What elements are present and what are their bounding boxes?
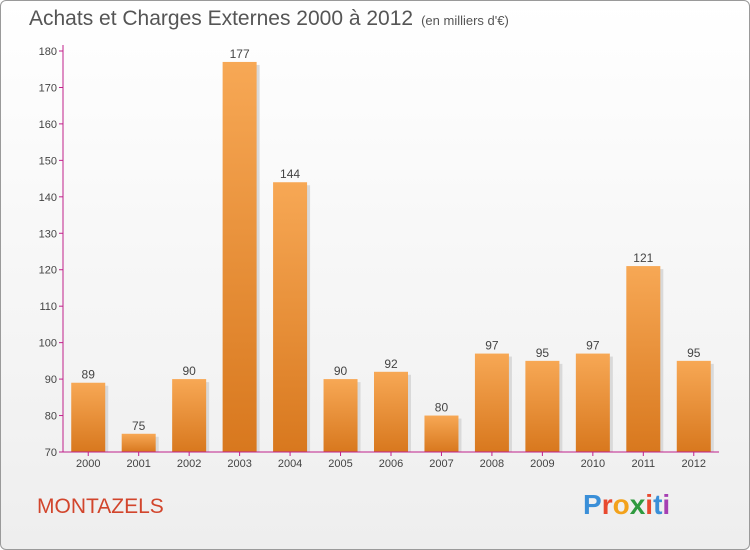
commune-name: MONTAZELS bbox=[37, 495, 164, 518]
axis-layer: 2000 2001 2002 2003 2004 2005 2006 2007 2008 2009… bbox=[39, 45, 719, 470]
x-tick-label: 2008 bbox=[480, 458, 504, 470]
bar-2000 bbox=[71, 382, 106, 452]
logo-letter: x bbox=[629, 489, 646, 520]
y-tick-label: 110 bbox=[39, 301, 57, 313]
y-tick-label: 160 bbox=[39, 119, 57, 131]
chart-title: Achats et Charges Externes 2000 à 2012 (e… bbox=[29, 7, 509, 31]
y-tick-label: 140 bbox=[39, 192, 57, 204]
data-label: 177 bbox=[230, 47, 250, 61]
logo-letter: P bbox=[583, 489, 602, 520]
y-tick-label: 170 bbox=[39, 82, 57, 94]
x-tick-label: 2000 bbox=[76, 458, 100, 470]
data-label: 97 bbox=[485, 339, 499, 353]
data-label: 80 bbox=[435, 401, 449, 415]
y-tick-label: 180 bbox=[39, 46, 57, 58]
logo-letter: o bbox=[612, 489, 630, 520]
x-tick-label: 2003 bbox=[227, 458, 251, 470]
bar-2010 bbox=[575, 353, 610, 452]
x-tick-label: 2012 bbox=[682, 458, 706, 470]
x-tick-label: 2006 bbox=[379, 458, 403, 470]
bar-2005 bbox=[323, 379, 358, 452]
y-tick-label: 120 bbox=[39, 265, 57, 277]
x-tick-label: 2007 bbox=[429, 458, 453, 470]
bar-2011 bbox=[626, 266, 661, 452]
x-tick-label: 2005 bbox=[328, 458, 352, 470]
y-tick-label: 80 bbox=[45, 411, 57, 423]
y-tick-label: 90 bbox=[45, 374, 57, 386]
bar-2007 bbox=[424, 415, 459, 452]
data-label: 97 bbox=[586, 339, 600, 353]
x-tick-label: 2010 bbox=[581, 458, 605, 470]
bar-2006 bbox=[374, 371, 408, 452]
y-tick-label: 130 bbox=[39, 228, 57, 240]
logo-letter: r bbox=[601, 489, 613, 520]
logo-letter: i bbox=[662, 489, 671, 520]
logo-letter: i bbox=[645, 489, 654, 520]
bar-2004 bbox=[273, 182, 308, 452]
chart-title-text: Achats et Charges Externes 2000 à 2012 bbox=[29, 7, 414, 30]
data-label: 90 bbox=[182, 364, 196, 378]
x-tick-label: 2009 bbox=[530, 458, 554, 470]
x-tick-label: 2001 bbox=[126, 458, 150, 470]
data-label: 92 bbox=[384, 357, 398, 371]
bar-2009 bbox=[525, 360, 560, 452]
data-label: 95 bbox=[536, 346, 550, 360]
bar-2012 bbox=[676, 360, 711, 452]
x-tick-label: 2002 bbox=[177, 458, 201, 470]
y-tick-label: 150 bbox=[39, 155, 57, 167]
data-label: 90 bbox=[334, 364, 348, 378]
bar-2002 bbox=[172, 379, 207, 452]
data-label: 95 bbox=[687, 346, 701, 360]
bars-layer: 89 75 90 177 144 90 92 80 97 95 97 121 95 bbox=[71, 47, 714, 452]
data-label: 75 bbox=[132, 419, 146, 433]
chart-subtitle: (en milliers d'€) bbox=[421, 13, 509, 28]
y-tick-label: 100 bbox=[39, 338, 57, 350]
y-tick-label: 70 bbox=[45, 447, 57, 459]
logo-letter: t bbox=[653, 489, 663, 520]
data-label: 89 bbox=[82, 368, 96, 382]
bar-2008 bbox=[474, 353, 509, 452]
bar-2003 bbox=[222, 61, 257, 452]
x-tick-label: 2011 bbox=[631, 458, 655, 470]
bar-2001 bbox=[121, 433, 156, 452]
data-label: 121 bbox=[633, 251, 653, 265]
data-label: 144 bbox=[280, 167, 300, 181]
proxiti-logo: Proxiti bbox=[583, 489, 670, 521]
x-tick-label: 2004 bbox=[278, 458, 302, 470]
